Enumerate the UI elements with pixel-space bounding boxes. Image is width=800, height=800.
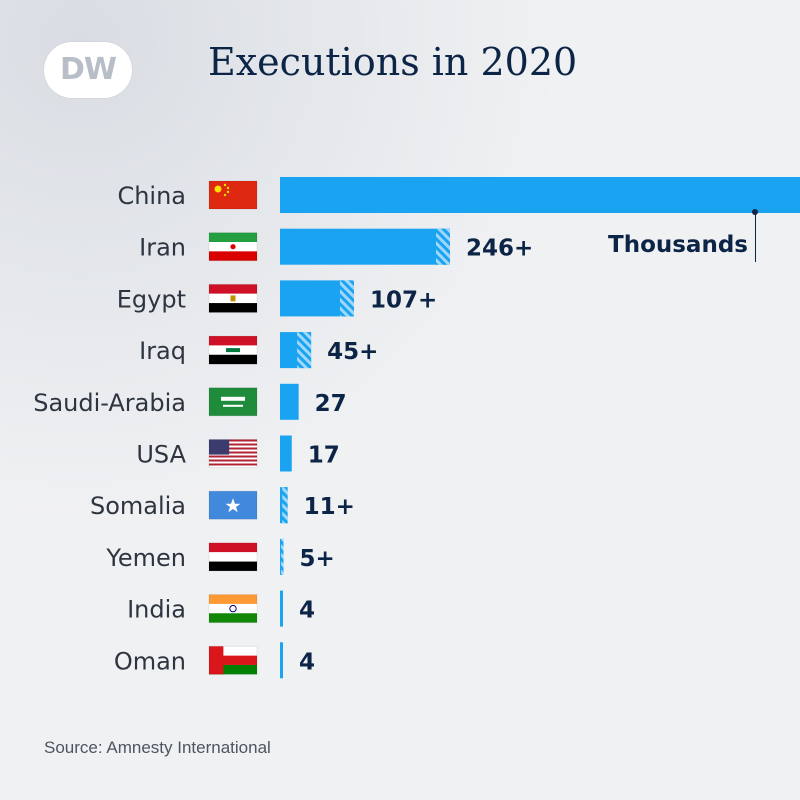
row-egypt: Egypt 107+ bbox=[117, 280, 437, 317]
annotation-line bbox=[755, 212, 756, 262]
dw-logo: DW bbox=[44, 42, 132, 98]
value-label: 45+ bbox=[327, 339, 378, 365]
row-iran: Iran 246+ bbox=[139, 228, 533, 265]
bar-estimate-hatch bbox=[282, 487, 288, 524]
iraq-flag-icon bbox=[208, 335, 258, 365]
source-note: Source: Amnesty International bbox=[44, 738, 271, 757]
row-saudi-arabia: Saudi-Arabia 27 bbox=[33, 383, 347, 420]
saudi-arabia-flag-icon bbox=[208, 387, 258, 417]
china-flag-icon bbox=[208, 180, 258, 210]
category-label: Oman bbox=[114, 647, 186, 675]
category-label: Saudi-Arabia bbox=[33, 389, 186, 417]
category-label: Yemen bbox=[105, 544, 186, 572]
category-label: Iraq bbox=[139, 337, 186, 365]
category-label: USA bbox=[136, 441, 186, 469]
value-label: 11+ bbox=[304, 494, 355, 520]
row-india: India 4 bbox=[127, 590, 315, 627]
row-somalia: Somalia 11+ bbox=[90, 487, 355, 524]
row-yemen: Yemen 5+ bbox=[105, 538, 335, 575]
row-usa: USA 17 bbox=[136, 435, 340, 472]
category-label: India bbox=[127, 596, 186, 624]
row-oman: Oman 4 bbox=[114, 642, 315, 679]
category-label: Iran bbox=[139, 234, 186, 262]
dw-logo-text: DW bbox=[60, 52, 117, 87]
value-label: 17 bbox=[308, 443, 340, 469]
value-label: 4 bbox=[299, 649, 315, 675]
iran-flag-icon bbox=[208, 232, 258, 262]
yemen-flag-icon bbox=[208, 542, 258, 572]
bar-estimate-hatch bbox=[339, 280, 354, 317]
bar-estimate-hatch bbox=[436, 228, 450, 265]
value-label: 246+ bbox=[466, 236, 533, 262]
value-label: 27 bbox=[315, 391, 347, 417]
bar bbox=[280, 383, 299, 420]
value-label: 5+ bbox=[299, 546, 334, 572]
bar bbox=[280, 177, 800, 213]
category-label: Somalia bbox=[90, 492, 186, 520]
bar bbox=[280, 435, 292, 472]
bar bbox=[280, 228, 450, 265]
value-label: 107+ bbox=[370, 287, 437, 313]
india-flag-icon bbox=[208, 594, 258, 624]
usa-flag-icon bbox=[208, 439, 258, 468]
china-annotation: Thousands bbox=[608, 232, 748, 258]
bar-estimate-hatch bbox=[297, 332, 312, 369]
row-china: China bbox=[117, 177, 800, 213]
somalia-flag-icon bbox=[208, 490, 258, 520]
bar-estimate-hatch bbox=[281, 538, 284, 575]
oman-flag-icon bbox=[208, 645, 258, 675]
bar bbox=[280, 642, 283, 679]
row-iraq: Iraq 45+ bbox=[139, 332, 378, 369]
category-label: China bbox=[117, 182, 186, 210]
category-label: Egypt bbox=[117, 285, 186, 313]
bar bbox=[280, 590, 283, 627]
value-label: 4 bbox=[299, 598, 315, 624]
egypt-flag-icon bbox=[208, 283, 258, 313]
chart-title: Executions in 2020 bbox=[208, 40, 578, 84]
